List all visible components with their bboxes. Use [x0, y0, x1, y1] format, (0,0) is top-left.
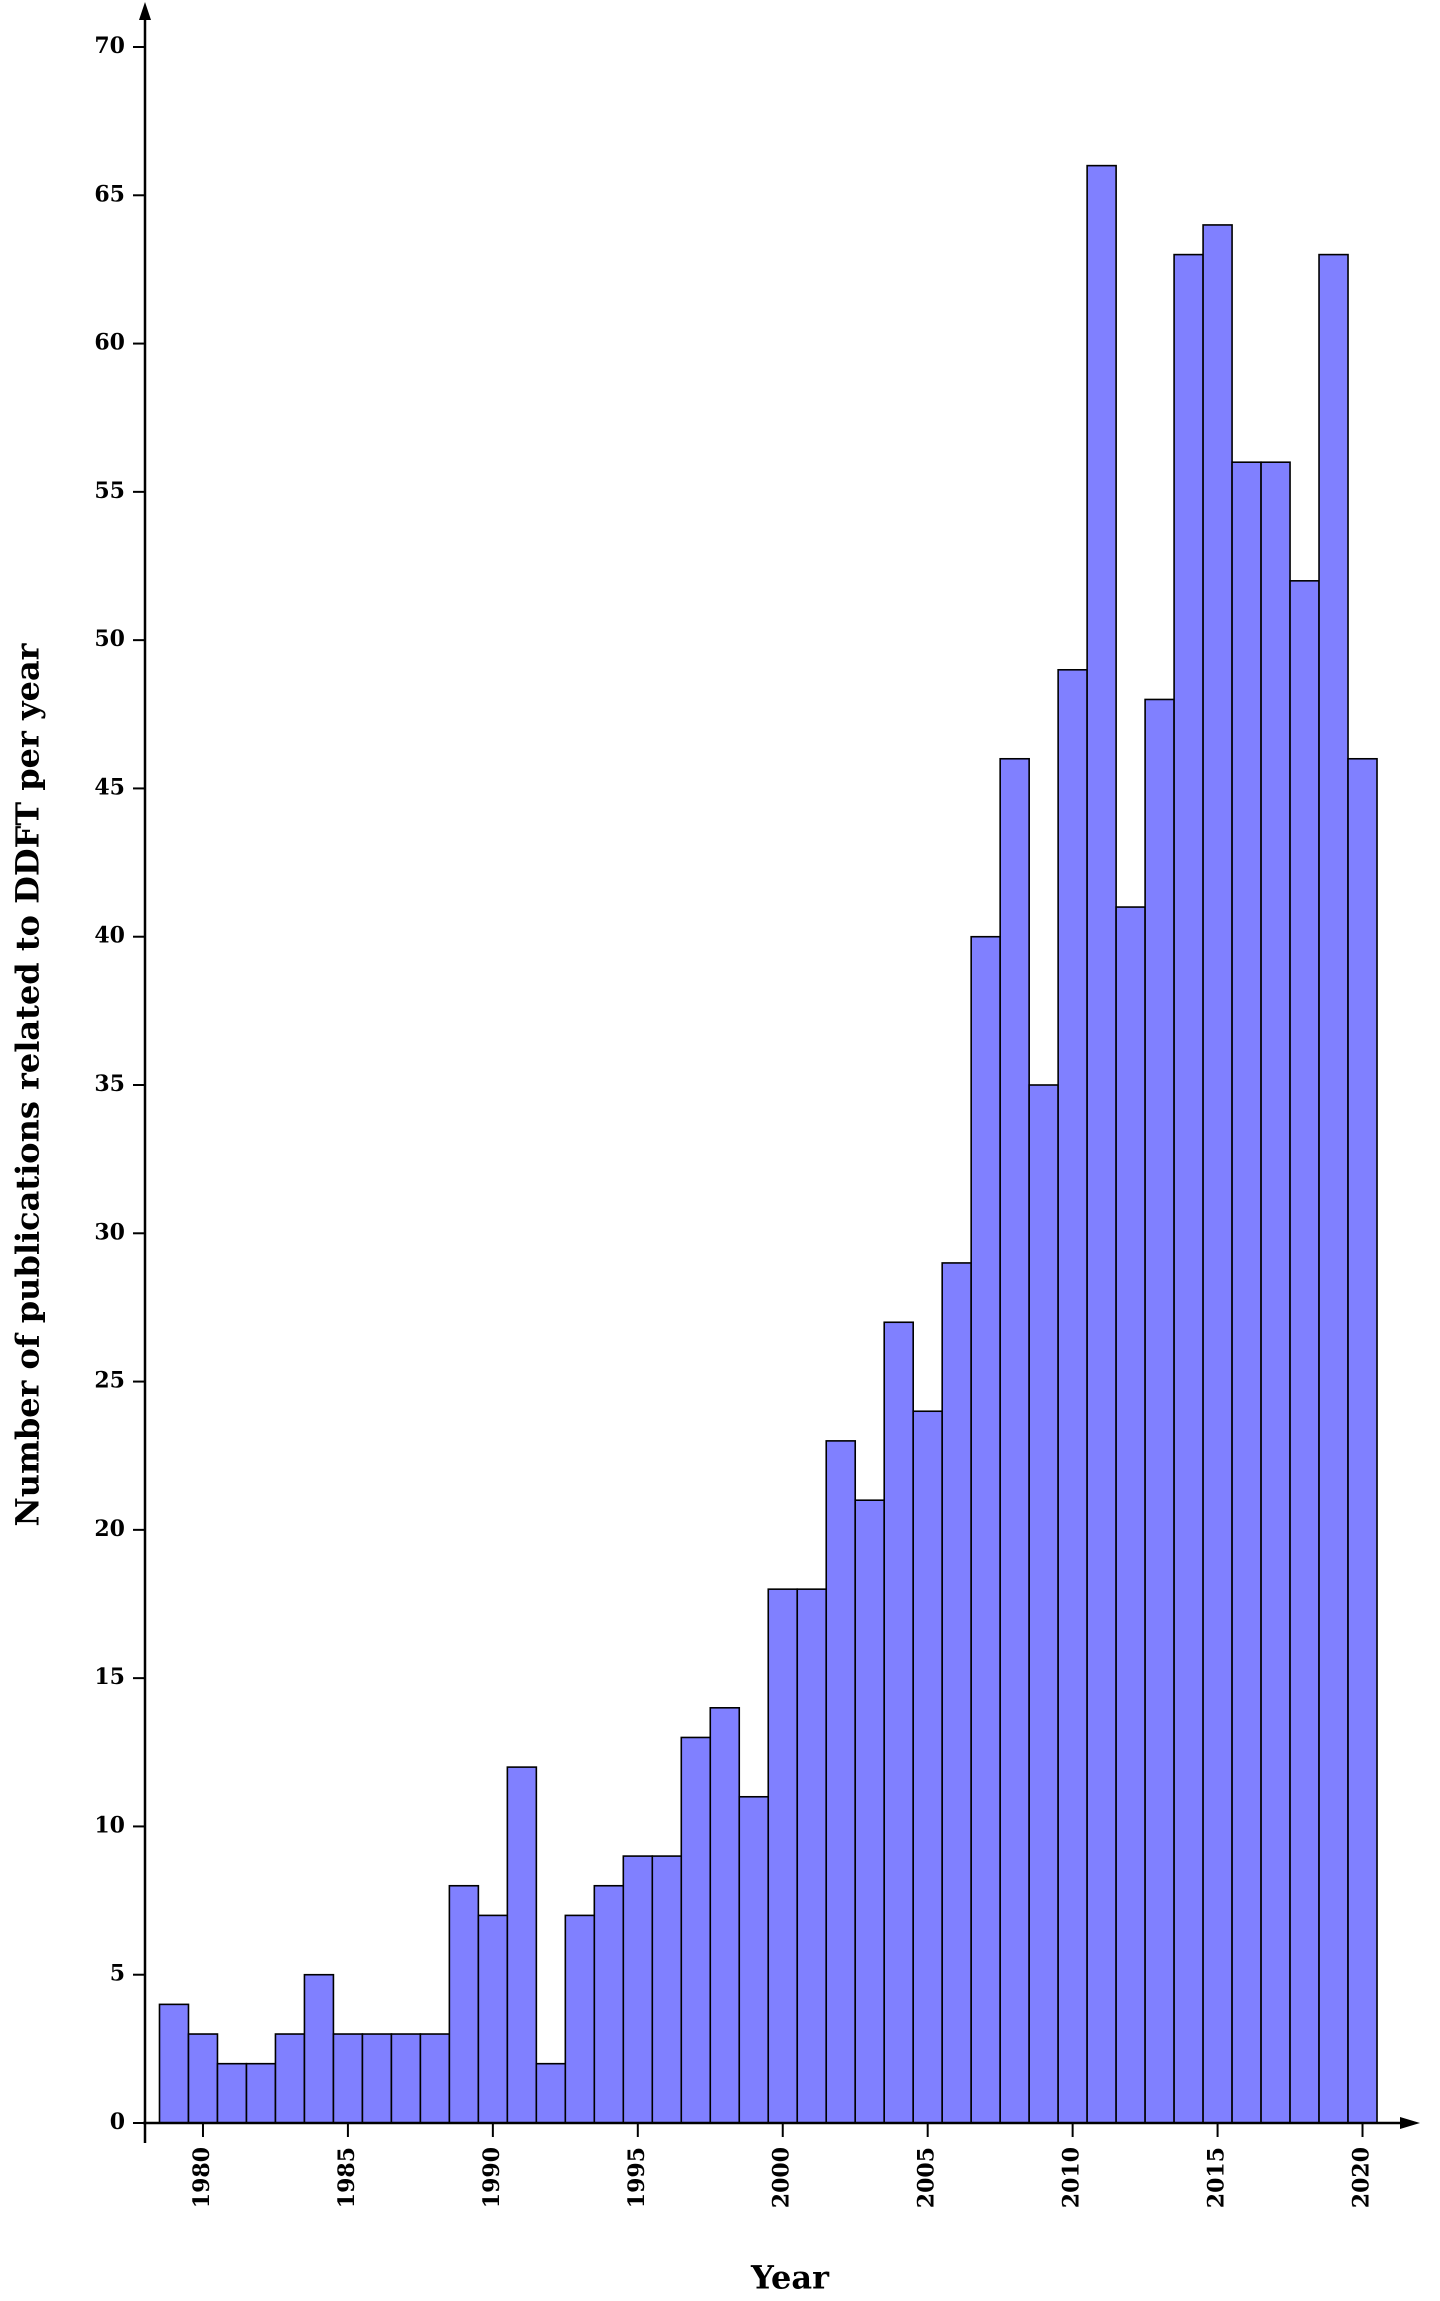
x-tick-label: 1995 — [624, 2147, 650, 2208]
bar — [245, 2062, 277, 2124]
bar — [1289, 580, 1320, 2124]
bar — [622, 1855, 654, 2124]
x-tick-label: 1985 — [334, 2147, 360, 2208]
bar — [1260, 461, 1291, 2124]
bar — [274, 2033, 306, 2124]
x-axis-title: Year — [750, 2259, 830, 2297]
y-tick-label: 40 — [94, 923, 125, 949]
y-tick-label: 70 — [94, 33, 125, 59]
y-axis-arrow — [139, 2, 151, 20]
bar — [767, 1588, 799, 2124]
y-tick-label: 25 — [94, 1368, 125, 1394]
y-tick-label: 10 — [94, 1812, 125, 1838]
y-tick-label: 50 — [94, 626, 125, 652]
y-tick-label: 60 — [94, 330, 125, 356]
y-tick-label: 65 — [94, 181, 125, 207]
bar — [535, 2062, 567, 2124]
bar — [651, 1855, 683, 2124]
bar — [680, 1736, 712, 2124]
bar — [970, 935, 1001, 2124]
bar — [158, 2003, 190, 2124]
x-tick-label: 1980 — [189, 2147, 215, 2208]
x-axis-arrow — [1400, 2117, 1420, 2129]
bar — [564, 1914, 596, 2124]
bar — [332, 2033, 364, 2124]
bar — [477, 1914, 509, 2124]
y-tick-label: 30 — [94, 1219, 125, 1245]
bar — [1318, 253, 1349, 2124]
bar — [419, 2033, 451, 2124]
bar — [999, 757, 1030, 2124]
bar — [738, 1795, 770, 2124]
bar — [796, 1588, 828, 2124]
bar — [883, 1321, 914, 2124]
bar — [1057, 668, 1088, 2124]
x-tick-label: 2020 — [1349, 2147, 1375, 2208]
x-tick-label: 2005 — [914, 2147, 940, 2208]
bar — [506, 1766, 538, 2124]
bar — [1173, 253, 1204, 2124]
bar — [1231, 461, 1262, 2124]
x-tick-label: 2000 — [769, 2147, 795, 2208]
y-tick-label: 45 — [94, 774, 125, 800]
y-tick-label: 20 — [94, 1516, 125, 1542]
y-tick-label: 15 — [94, 1664, 125, 1690]
x-tick-label: 2015 — [1204, 2147, 1230, 2208]
bar — [912, 1410, 943, 2124]
x-tick-label: 2010 — [1059, 2147, 1085, 2208]
bar — [390, 2033, 422, 2124]
bar — [303, 1973, 335, 2124]
y-tick-label: 0 — [110, 2109, 125, 2135]
bar — [1347, 757, 1378, 2124]
bar — [825, 1440, 857, 2124]
y-tick-label: 35 — [94, 1071, 125, 1097]
bar — [1086, 164, 1117, 2124]
x-tick-label: 1990 — [479, 2147, 505, 2208]
bar — [1144, 698, 1175, 2124]
bar — [216, 2062, 248, 2124]
bar — [941, 1262, 972, 2124]
bar — [448, 1884, 480, 2124]
bar — [1115, 906, 1146, 2124]
y-axis-title: Number of publications related to DDFT p… — [9, 642, 47, 1526]
y-tick-label: 55 — [94, 478, 125, 504]
bar — [854, 1499, 886, 2124]
bar — [1202, 224, 1233, 2124]
y-tick-label: 5 — [110, 1961, 125, 1987]
bar — [709, 1707, 741, 2124]
bar — [1028, 1084, 1059, 2124]
bar — [187, 2033, 219, 2124]
bar — [361, 2033, 393, 2124]
bar — [593, 1884, 625, 2124]
